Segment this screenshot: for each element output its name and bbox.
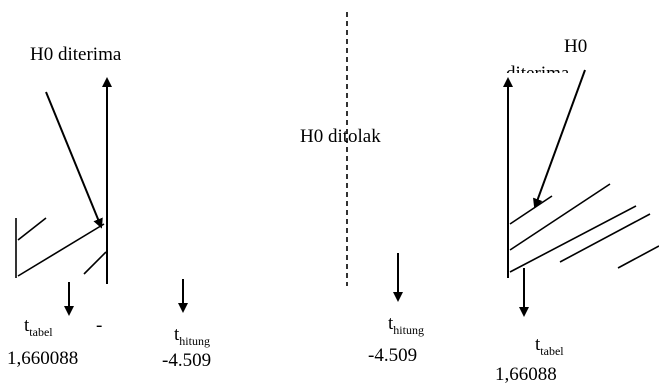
- right-pointer-arrow: [533, 69, 586, 209]
- t-hitung-right-value: -4.509: [368, 345, 417, 366]
- left-pointer-arrow: [45, 91, 103, 229]
- right-hatch-region: [509, 183, 659, 273]
- t-tabel-left-dash: -: [96, 315, 102, 336]
- t-tabel-left-label: ttabel: [24, 315, 53, 339]
- t-hitung-left-label: thitung: [174, 324, 210, 348]
- left-region-label: H0 diterima: [30, 44, 122, 65]
- t-hitung-left-value: -4.509: [162, 350, 211, 371]
- t-tabel-right-value: 1,66088: [495, 364, 557, 385]
- middle-region-label: H0 ditolak: [300, 126, 381, 147]
- t-tabel-right-label: ttabel: [535, 334, 564, 358]
- right-region-label: H0: [564, 36, 587, 57]
- t-tabel-left-value: 1,660088: [7, 348, 78, 369]
- t-hitung-right-label: thitung: [388, 313, 424, 337]
- right-region-label-partial: diterima: [506, 63, 570, 84]
- left-hatch-region: [15, 217, 107, 278]
